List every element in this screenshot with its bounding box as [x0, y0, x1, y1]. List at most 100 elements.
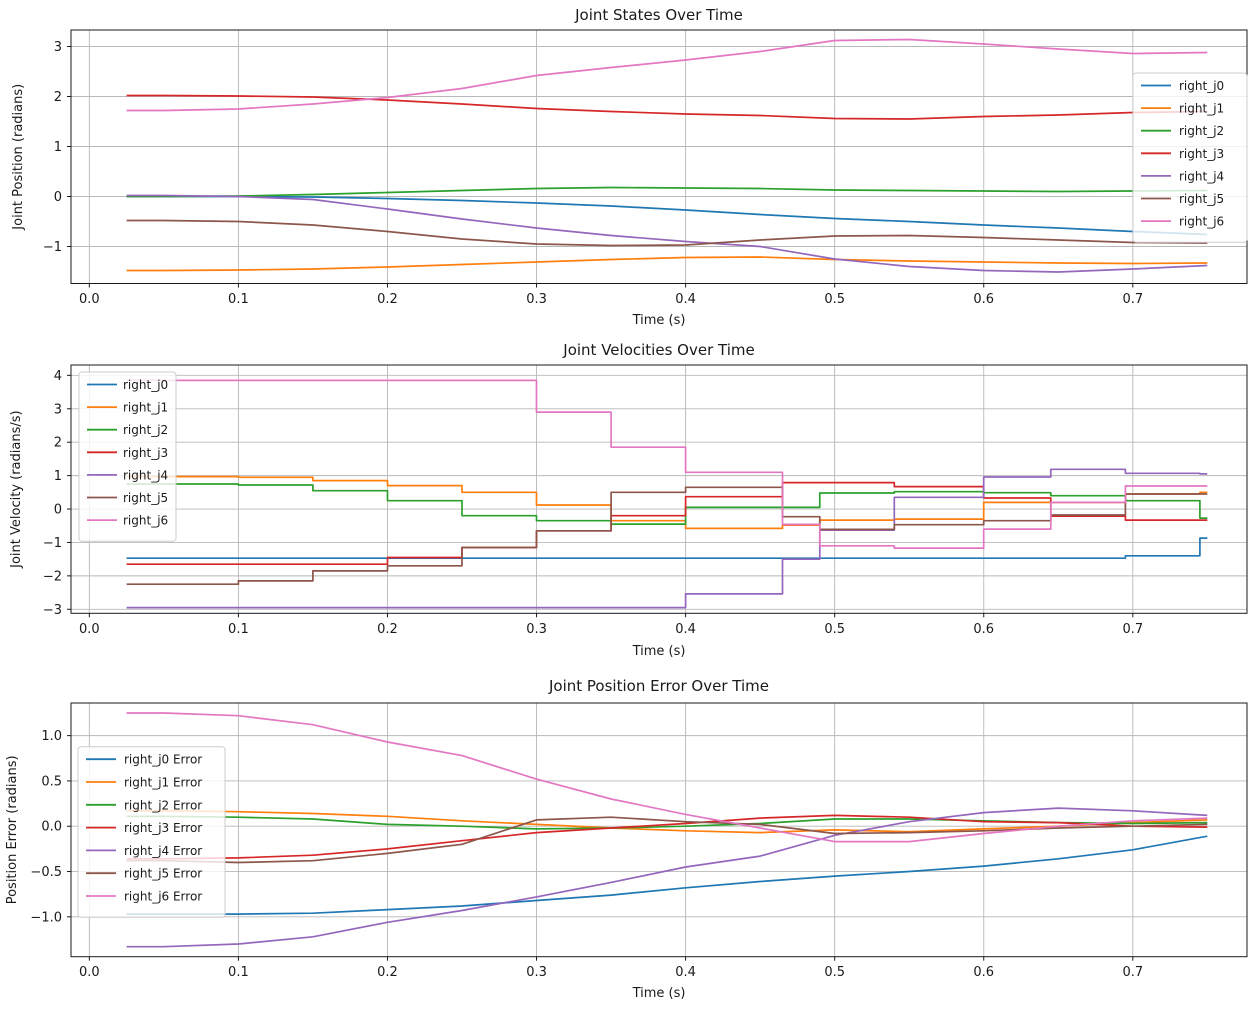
x-tick-label: 0.1	[228, 622, 249, 637]
x-tick-label: 0.5	[824, 965, 845, 980]
x-axis-label: Time (s)	[632, 313, 686, 328]
x-tick-label: 0.6	[973, 965, 994, 980]
series-right_j2	[126, 186, 1208, 198]
x-tick-label: 0.7	[1122, 292, 1143, 307]
joint-position-error-plot: 0.0 0.1 0.2 0.3 0.4 0.5 0.6 0.7 1.0 0.5 0.0 −0.5 −1.…	[5, 677, 1248, 1001]
legend-label: right_j5	[1179, 192, 1224, 206]
y-tick-label: 2	[54, 436, 62, 451]
y-tick-label: 0	[54, 503, 62, 518]
x-tick-label: 0.5	[824, 292, 845, 307]
y-tick-label: 2	[54, 90, 62, 105]
x-axis-label: Time (s)	[632, 644, 686, 659]
joint-velocities-plot: 0.0 0.1 0.2 0.3 0.4 0.5 0.6 0.7 4 3 2 1 0 −1 −2 −3 Joint…	[9, 341, 1248, 659]
series-right_j3	[126, 94, 1208, 120]
chart-title: Joint States Over Time	[574, 6, 743, 24]
legend-label: right_j6	[1179, 215, 1224, 229]
legend-label: right_j0	[1179, 79, 1224, 93]
y-tick-label: 1	[54, 469, 62, 484]
legend-label: right_j4	[1179, 169, 1224, 183]
x-tick-label: 0.6	[973, 622, 994, 637]
series-right_j1-error	[126, 809, 1208, 834]
legend-label: right_j3	[123, 446, 168, 460]
legend-label: right_j1 Error	[124, 776, 202, 790]
x-tick-label: 0.0	[79, 622, 100, 637]
series-right_j6-error	[126, 712, 1208, 843]
x-tick-label: 0.3	[526, 292, 547, 307]
x-tick-label: 0.4	[675, 292, 696, 307]
plot-border	[70, 364, 1248, 614]
joint-states-plot: 0.0 0.1 0.2 0.3 0.4 0.5 0.6 0.7 3 2 1 0 −1 Joint Stat…	[11, 6, 1248, 328]
series-right_j4	[126, 468, 1208, 609]
legend-label: right_j5	[123, 491, 168, 505]
legend-label: right_j2	[123, 423, 168, 437]
y-tick-label: 3	[54, 402, 62, 417]
series-right_j4-error	[126, 807, 1208, 948]
legend-label: right_j4	[123, 468, 168, 482]
x-tick-label: 0.3	[526, 965, 547, 980]
series-right_j4	[126, 194, 1208, 273]
y-tick-label: 0	[54, 190, 62, 205]
legend: right_j0 right_j1 right_j2 right_j3 right_j4…	[78, 371, 177, 542]
series-right_j6	[126, 38, 1208, 112]
y-tick-label: −3	[43, 603, 62, 618]
y-tick-label: 1	[54, 140, 62, 155]
x-tick-label: 0.6	[973, 292, 994, 307]
x-tick-label: 0.2	[377, 622, 398, 637]
y-tick-label: 0.0	[41, 820, 62, 835]
x-tick-label: 0.5	[824, 622, 845, 637]
series-right_j3-error	[126, 814, 1208, 860]
series-right_j0	[126, 195, 1208, 236]
y-tick-label: 1.0	[41, 729, 62, 744]
series-right_j6	[126, 379, 1208, 549]
x-tick-label: 0.0	[79, 292, 100, 307]
legend-box	[77, 746, 226, 918]
x-tick-label: 0.2	[377, 292, 398, 307]
y-axis-label: Joint Velocity (radians/s)	[9, 410, 24, 568]
legend-label: right_j2 Error	[124, 798, 202, 812]
chart-title: Joint Velocities Over Time	[562, 341, 754, 359]
series-right_j1	[126, 256, 1208, 272]
x-tick-label: 0.3	[526, 622, 547, 637]
y-tick-label: 3	[54, 40, 62, 55]
y-tick-label: −2	[43, 569, 62, 584]
legend-label: right_j1	[123, 401, 168, 415]
y-tick-label: −1.0	[30, 910, 62, 925]
x-tick-label: 0.0	[79, 965, 100, 980]
x-axis-label: Time (s)	[632, 986, 686, 1001]
legend-label: right_j6	[123, 514, 168, 528]
x-tick-label: 0.2	[377, 965, 398, 980]
plot-border	[70, 702, 1248, 958]
x-tick-label: 0.4	[675, 965, 696, 980]
y-axis-label: Position Error (radians)	[5, 755, 20, 904]
chart-title: Joint Position Error Over Time	[548, 677, 769, 695]
y-axis-label: Joint Position (radians)	[11, 84, 26, 231]
legend: right_j0 right_j1 right_j2 right_j3 right_j4…	[1132, 72, 1248, 243]
legend-label: right_j3 Error	[124, 821, 202, 835]
legend-label: right_j1	[1179, 102, 1224, 116]
legend-box	[78, 371, 177, 542]
legend-label: right_j5 Error	[124, 867, 202, 881]
x-tick-label: 0.7	[1122, 965, 1143, 980]
y-tick-label: −1	[43, 536, 62, 551]
y-tick-label: 4	[54, 369, 62, 384]
legend-label: right_j2	[1179, 124, 1224, 138]
legend-label: right_j0 Error	[124, 753, 202, 767]
legend-label: right_j0	[123, 378, 168, 392]
series-right_j0	[126, 537, 1208, 560]
y-tick-label: −1	[43, 240, 62, 255]
x-tick-label: 0.7	[1122, 622, 1143, 637]
legend-label: right_j6 Error	[124, 890, 202, 904]
y-tick-label: 0.5	[41, 774, 62, 789]
x-tick-label: 0.4	[675, 622, 696, 637]
legend-label: right_j4 Error	[124, 844, 202, 858]
series-right_j2	[126, 483, 1208, 525]
legend: right_j0 Error right_j1 Error right_j2 Err…	[77, 746, 226, 918]
x-tick-label: 0.1	[228, 965, 249, 980]
grid	[71, 365, 1247, 614]
y-tick-label: −0.5	[30, 865, 62, 880]
legend-label: right_j3	[1179, 147, 1224, 161]
legend-box	[1132, 72, 1248, 243]
series-right_j5	[126, 219, 1208, 247]
x-tick-label: 0.1	[228, 292, 249, 307]
